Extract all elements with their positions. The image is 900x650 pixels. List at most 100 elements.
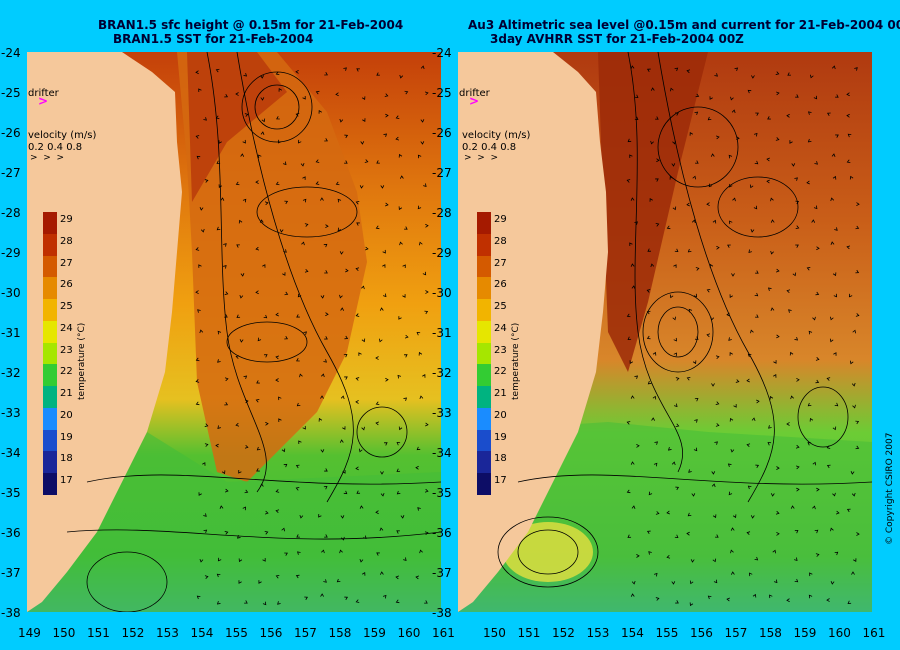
cool-water-region [27,432,441,612]
velocity-arrow [223,265,227,269]
velocity-arrow [396,490,401,495]
velocity-arrow [770,307,775,312]
velocity-arrow [851,492,856,497]
velocity-arrow [650,87,655,91]
x-tick-label: 158 [759,626,782,640]
drifter-label-left: drifter [28,88,59,99]
colorbar-segment [43,386,57,409]
velocity-arrow [746,378,750,383]
velocity-arrow [808,330,813,335]
velocity-arrow [382,264,386,268]
velocity-arrow [398,206,403,211]
velocity-arrow [767,116,771,120]
velocity-arrow [832,175,837,180]
velocity-arrow [358,352,362,356]
velocity-arrow [709,263,714,268]
velocity-arrow [320,197,324,201]
velocity-values-left: 0.2 0.4 0.8 [28,142,82,153]
velocity-arrow [630,593,635,597]
velocity-arrow [809,417,814,422]
velocity-arrow [403,397,408,401]
velocity-arrow [655,223,660,227]
velocity-arrow [694,398,699,402]
velocity-arrow [655,178,659,182]
colorbar-segment [43,473,57,496]
velocity-arrow [244,600,248,604]
velocity-arrow [730,448,735,453]
velocity-arrow [217,359,221,363]
velocity-arrow [195,357,200,362]
colorbar-tick-label: 23 [60,344,73,356]
velocity-arrow [244,113,249,117]
velocity-arrow [630,197,635,201]
velocity-arrow [629,242,633,246]
y-tick-label: -35 [1,486,21,500]
colorbar-tick-label: 18 [494,453,507,465]
velocity-arrow [667,447,672,451]
drifter-label-right: drifter [459,88,490,99]
velocity-arrow [846,159,851,164]
velocity-arrow [202,462,206,466]
velocity-arrow [298,139,302,144]
velocity-arrow [275,378,279,382]
y-tick-label: -27 [1,166,21,180]
velocity-arrow [776,334,780,339]
velocity-arrow [262,558,266,562]
velocity-arrow [419,395,424,400]
velocity-arrow [224,291,229,295]
velocity-arrow [830,581,835,585]
velocity-arrow [320,395,324,399]
right-title-line2: 3day AVHRR SST for 21-Feb-2004 00Z [490,32,744,46]
velocity-arrow [344,376,348,380]
velocity-arrow [343,490,348,495]
velocity-arrow [708,183,713,188]
velocity-arrow [673,403,678,408]
velocity-arrow [284,336,288,340]
x-tick-label: 151 [87,626,110,640]
velocity-arrow [224,314,228,318]
x-tick-label: 160 [828,626,851,640]
velocity-arrow [224,94,229,98]
colorbar-tick-label: 26 [60,279,73,291]
velocity-arrow [715,423,720,427]
velocity-arrow [301,241,305,246]
colorbar-tick-label: 20 [60,409,73,421]
velocity-arrow [275,509,280,514]
velocity-arrow [315,90,320,95]
velocity-arrow [749,184,754,189]
velocity-arrow [256,468,260,472]
velocity-arrow [749,572,753,577]
velocity-arrow [281,448,286,453]
y-tick-label: -24 [432,46,452,60]
velocity-arrow [713,579,718,584]
velocity-arrow [424,531,429,536]
velocity-arrow [769,395,774,400]
velocity-arrow [403,557,407,561]
velocity-arrow [830,316,834,321]
x-tick-label: 159 [363,626,386,640]
velocity-arrow [832,272,837,277]
velocity-arrow [296,534,300,538]
velocity-arrow [631,285,636,289]
colorbar-tick-label: 19 [494,431,507,443]
velocity-arrow [295,487,300,491]
colorbar-tick-label: 25 [494,301,507,313]
velocity-arrow [259,483,264,487]
velocity-arrow [715,401,720,405]
velocity-arrow [770,250,774,255]
velocity-arrow [834,551,839,556]
left-title-line1: BRAN1.5 sfc height @ 0.15m for 21-Feb-20… [98,18,404,32]
velocity-arrow [385,377,389,382]
velocity-arrow [425,422,429,427]
velocity-arrow [833,352,837,356]
colorbar-segment [43,451,57,474]
velocity-arrow [304,269,309,273]
velocity-arrow [417,154,422,159]
velocity-arrow [339,294,343,299]
velocity-arrow [236,535,241,539]
velocity-arrow [855,225,860,230]
velocity-arrow [204,443,209,447]
velocity-arrow [255,290,259,295]
x-tick-label: 149 [18,626,41,640]
velocity-arrow [689,131,694,136]
